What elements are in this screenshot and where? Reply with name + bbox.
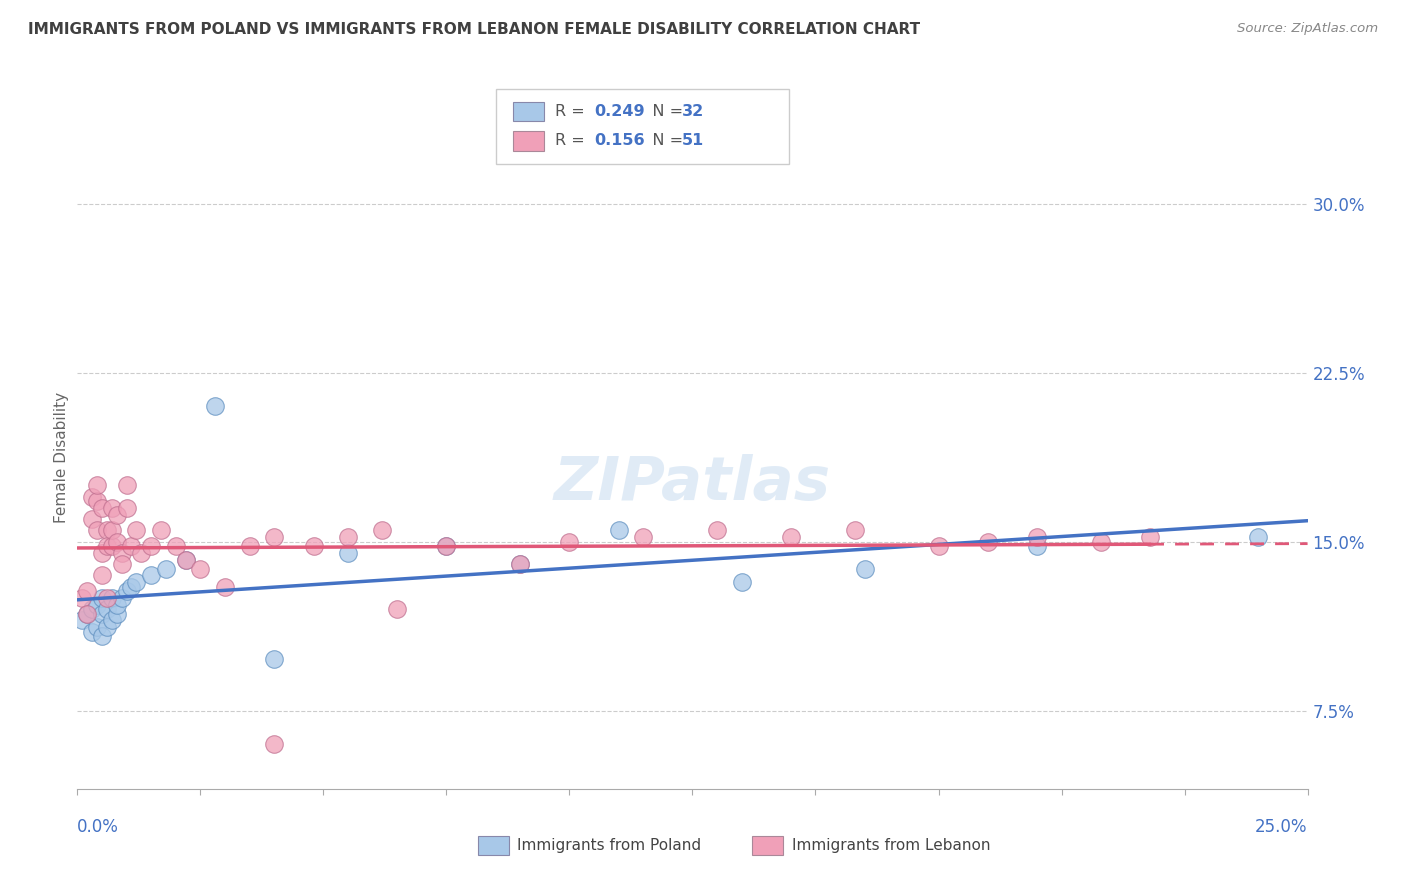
Text: 51: 51: [682, 134, 704, 148]
Point: [263, 530, 285, 544]
Text: 32: 32: [682, 104, 704, 119]
Point: [82, 512, 104, 526]
Point: [101, 524, 124, 538]
Point: [86, 494, 108, 508]
Point: [844, 524, 866, 538]
Text: R =: R =: [555, 134, 591, 148]
Point: [436, 539, 458, 553]
Text: 25.0%: 25.0%: [1256, 818, 1308, 836]
Point: [853, 562, 876, 576]
Point: [263, 737, 285, 751]
Point: [1139, 530, 1161, 544]
Point: [509, 557, 531, 571]
Point: [115, 500, 138, 515]
Point: [780, 530, 803, 544]
Text: 0.0%: 0.0%: [77, 818, 120, 836]
Text: IMMIGRANTS FROM POLAND VS IMMIGRANTS FROM LEBANON FEMALE DISABILITY CORRELATION : IMMIGRANTS FROM POLAND VS IMMIGRANTS FRO…: [28, 22, 921, 37]
Point: [214, 580, 236, 594]
Point: [558, 534, 581, 549]
Point: [337, 546, 360, 560]
Point: [1026, 530, 1049, 544]
Point: [436, 539, 458, 553]
Point: [96, 591, 118, 605]
Text: ZIPatlas: ZIPatlas: [554, 454, 831, 513]
Point: [509, 557, 531, 571]
Point: [70, 614, 93, 628]
Point: [76, 584, 98, 599]
Point: [96, 620, 118, 634]
Point: [706, 524, 728, 538]
Point: [633, 530, 655, 544]
Point: [76, 607, 98, 621]
Point: [111, 591, 132, 605]
Point: [105, 607, 128, 621]
Point: [86, 598, 108, 612]
Point: [90, 629, 114, 643]
Point: [387, 602, 409, 616]
Point: [150, 524, 173, 538]
Point: [101, 591, 124, 605]
Point: [190, 562, 212, 576]
Point: [141, 568, 163, 582]
Text: N =: N =: [637, 104, 688, 119]
Point: [70, 591, 93, 605]
Point: [105, 534, 128, 549]
Point: [82, 624, 104, 639]
Point: [105, 508, 128, 522]
Point: [165, 539, 187, 553]
Y-axis label: Female Disability: Female Disability: [53, 392, 69, 523]
Point: [125, 575, 148, 590]
Point: [1026, 539, 1049, 553]
Point: [155, 562, 177, 576]
Text: Source: ZipAtlas.com: Source: ZipAtlas.com: [1237, 22, 1378, 36]
Point: [90, 607, 114, 621]
Point: [82, 602, 104, 616]
Point: [96, 539, 118, 553]
Point: [928, 539, 950, 553]
Point: [115, 584, 138, 599]
Point: [101, 614, 124, 628]
Point: [96, 602, 118, 616]
Point: [82, 490, 104, 504]
Point: [90, 568, 114, 582]
Point: [131, 546, 153, 560]
Text: Immigrants from Lebanon: Immigrants from Lebanon: [792, 838, 990, 853]
Point: [111, 557, 132, 571]
Text: Immigrants from Poland: Immigrants from Poland: [517, 838, 702, 853]
Point: [96, 524, 118, 538]
Point: [371, 524, 394, 538]
Text: 0.156: 0.156: [595, 134, 645, 148]
Text: 0.249: 0.249: [595, 104, 645, 119]
Point: [86, 524, 108, 538]
Point: [121, 539, 143, 553]
Point: [121, 580, 143, 594]
Point: [204, 400, 226, 414]
Point: [1247, 530, 1270, 544]
Point: [90, 591, 114, 605]
Point: [115, 478, 138, 492]
Point: [101, 539, 124, 553]
Point: [111, 546, 132, 560]
Point: [76, 607, 98, 621]
Point: [607, 524, 630, 538]
Point: [105, 598, 128, 612]
Point: [174, 552, 197, 566]
Point: [337, 530, 360, 544]
Point: [239, 539, 262, 553]
Point: [174, 552, 197, 566]
Point: [86, 478, 108, 492]
Text: N =: N =: [637, 134, 688, 148]
Point: [86, 620, 108, 634]
Point: [125, 524, 148, 538]
Point: [90, 500, 114, 515]
Point: [1090, 534, 1112, 549]
Point: [977, 534, 1000, 549]
Point: [731, 575, 754, 590]
Point: [101, 500, 124, 515]
Text: R =: R =: [555, 104, 591, 119]
Point: [90, 546, 114, 560]
Point: [302, 539, 325, 553]
Point: [141, 539, 163, 553]
Point: [263, 652, 285, 666]
